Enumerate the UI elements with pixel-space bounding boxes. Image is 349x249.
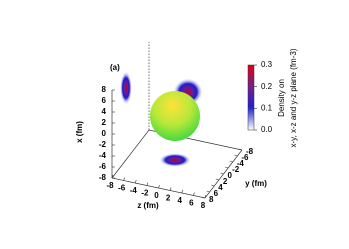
y-tick-label: 0 (228, 171, 233, 180)
z-tick (158, 184, 160, 189)
z-tick-label: 2 (166, 194, 171, 203)
colorbar-tick-label: 0.0 (261, 125, 273, 134)
y-tick-label: -6 (241, 153, 249, 162)
colorbar-label: Density on (277, 79, 286, 117)
x-tick-label: 8 (102, 85, 107, 94)
z-tick (193, 192, 195, 196)
y-tick (201, 196, 206, 199)
y-tick (206, 190, 210, 193)
x-tick-label: -4 (99, 151, 107, 160)
x-tick-label: 4 (102, 107, 107, 116)
colorbar-label: x-y, x-z and y-z plane (fm-3) (289, 48, 298, 147)
z-tick-label: 8 (201, 201, 206, 210)
x-tick-label: -8 (99, 173, 107, 182)
density-yz (120, 71, 132, 105)
z-tick (169, 187, 172, 191)
density-xy (159, 153, 191, 167)
z-tick (204, 194, 207, 199)
y-tick-label: -4 (237, 159, 245, 168)
z-axis-label: z (fm) (137, 201, 159, 210)
y-tick-label: 8 (209, 195, 214, 204)
x-tick-label: 0 (102, 129, 107, 138)
z-tick-label: 4 (178, 196, 183, 205)
z-tick-label: -2 (141, 189, 149, 198)
x-tick-label: 6 (102, 96, 107, 105)
z-tick-label: -8 (106, 181, 114, 190)
y-tick (225, 166, 229, 169)
y-tick (238, 148, 243, 151)
y-tick-label: 2 (223, 177, 228, 186)
z-tick-label: -6 (118, 184, 126, 193)
y-tick (220, 172, 224, 175)
z-tick (181, 189, 184, 194)
colorbar (247, 64, 255, 131)
colorbar-tick-label: 0.2 (261, 82, 273, 91)
chart: (a) x (fm) z (fm) y (fm) Density on x-y,… (75, 42, 298, 210)
y-tick (211, 184, 215, 187)
y-tick (234, 154, 238, 157)
nucleus-sphere (150, 91, 200, 141)
z-tick (146, 182, 149, 186)
y-tick-label: 6 (214, 189, 219, 198)
colorbar-tick-label: 0.1 (261, 103, 273, 112)
x-tick-label: -6 (99, 162, 107, 171)
x-axis-label: x (fm) (75, 121, 84, 143)
y-tick-label: -8 (246, 147, 254, 156)
y-tick-label: 4 (218, 183, 223, 192)
z-tick (111, 174, 114, 179)
panel-label: (a) (110, 63, 120, 72)
y-tick (229, 160, 233, 163)
y-tick-label: -2 (232, 165, 240, 174)
y-tick (215, 178, 219, 181)
colorbar-tick-label: 0.3 (261, 60, 273, 69)
y-axis-label: y (fm) (245, 179, 267, 188)
z-tick-label: 0 (154, 191, 159, 200)
z-tick-label: -4 (130, 186, 138, 195)
z-tick (123, 177, 125, 181)
z-tick-label: 6 (189, 199, 194, 208)
x-tick-label: -2 (99, 140, 107, 149)
z-tick (134, 179, 137, 184)
x-tick-label: 2 (102, 118, 107, 127)
